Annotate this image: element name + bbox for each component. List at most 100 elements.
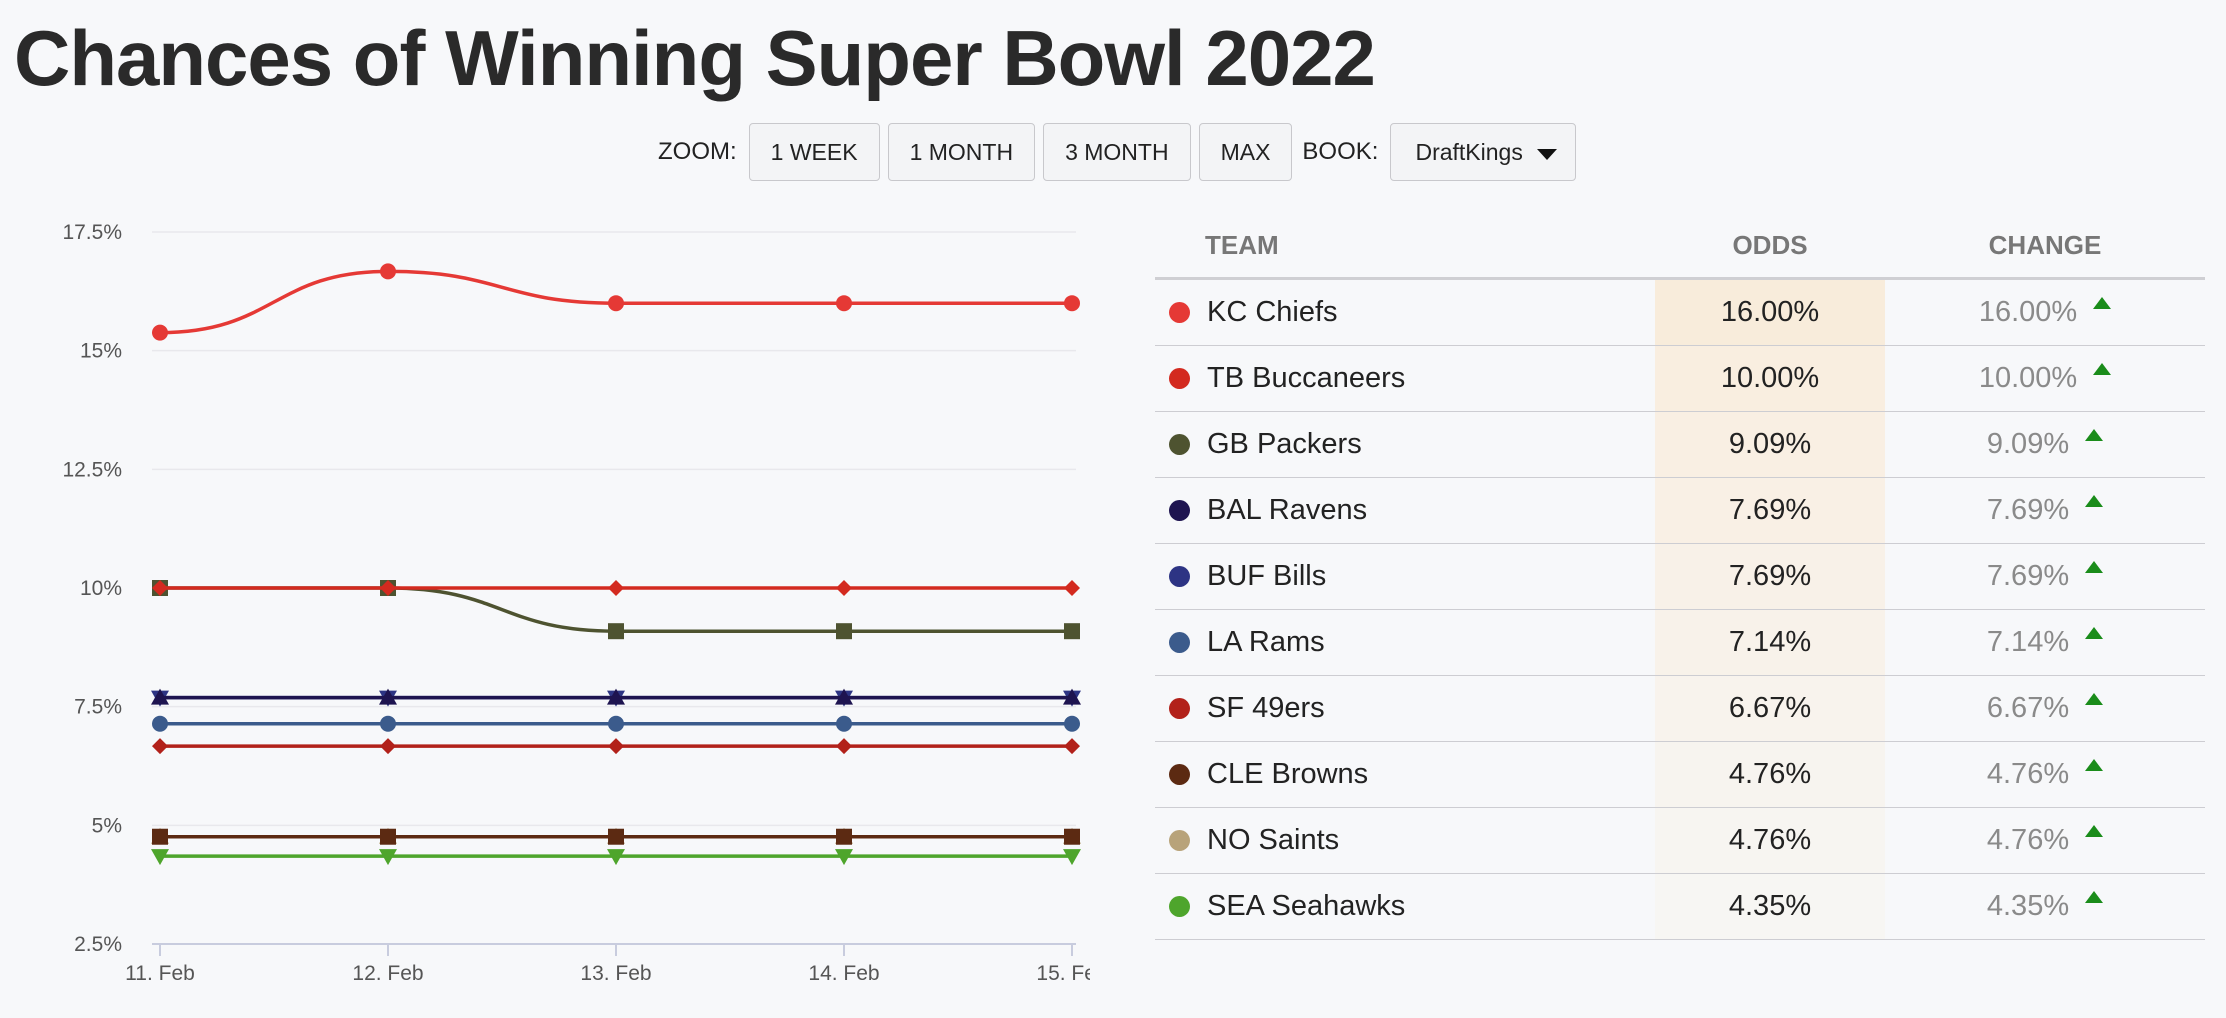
table-row[interactable]: CLE Browns 4.76% 4.76% (1155, 741, 2205, 808)
data-point-bal-ravens (835, 688, 853, 705)
zoom-3-month-button[interactable]: 3 MONTH (1043, 123, 1191, 181)
team-name: BAL Ravens (1207, 494, 1368, 526)
team-color-dot-icon (1169, 698, 1190, 719)
data-point-gb-packers (1064, 623, 1080, 640)
zoom-1-month-button[interactable]: 1 MONTH (887, 123, 1036, 181)
odds-cell: 9.09% (1655, 411, 1885, 478)
team-color-dot-icon (1169, 566, 1190, 587)
change-cell: 9.09% (1885, 411, 2205, 478)
team-name: LA Rams (1207, 626, 1325, 658)
up-arrow-icon (2085, 825, 2104, 837)
team-color-dot-icon (1169, 896, 1190, 917)
table-row[interactable]: NO Saints 4.76% 4.76% (1155, 807, 2205, 874)
team-color-dot-icon (1169, 434, 1190, 455)
data-point-bal-ravens (607, 688, 625, 705)
up-arrow-icon (2085, 693, 2104, 705)
change-cell: 4.76% (1885, 807, 2205, 874)
data-point-gb-packers (836, 623, 852, 640)
team-cell: NO Saints (1155, 807, 1655, 874)
change-value: 7.69% (1986, 494, 2070, 526)
data-point-cle-browns (380, 828, 396, 845)
change-value: 9.09% (1986, 428, 2070, 460)
x-tick-label: 12. Feb (352, 962, 423, 985)
data-point-cle-browns (1064, 828, 1080, 845)
data-point-tb-buccaneers (608, 580, 624, 596)
team-color-dot-icon (1169, 302, 1190, 323)
team-color-dot-icon (1169, 632, 1190, 653)
team-cell: BUF Bills (1155, 543, 1655, 610)
change-cell: 4.76% (1885, 741, 2205, 808)
team-cell: TB Buccaneers (1155, 345, 1655, 412)
table-row[interactable]: TB Buccaneers 10.00% 10.00% (1155, 345, 2205, 412)
team-color-dot-icon (1169, 764, 1190, 785)
odds-cell: 7.69% (1655, 543, 1885, 610)
table-row[interactable]: SEA Seahawks 4.35% 4.35% (1155, 873, 2205, 940)
book-select-value: DraftKings (1415, 138, 1523, 165)
change-value: 10.00% (1978, 362, 2078, 394)
data-point-sea-seahawks (151, 849, 169, 866)
odds-line-chart: 2.5% 5% 7.5% 10% 12.5% 15% 17.5% 11. Feb 12. Feb… (62, 221, 1090, 985)
data-point-bal-ravens (1063, 688, 1081, 705)
zoom-max-button[interactable]: MAX (1198, 123, 1293, 181)
caret-down-icon (1536, 148, 1557, 160)
team-color-dot-icon (1169, 368, 1190, 389)
y-tick-label: 15% (80, 340, 122, 363)
change-value: 7.14% (1986, 626, 2070, 658)
change-cell: 4.35% (1885, 873, 2205, 940)
table-row[interactable]: BAL Ravens 7.69% 7.69% (1155, 477, 2205, 544)
data-point-sea-seahawks (607, 849, 625, 866)
book-label: BOOK: (1302, 138, 1379, 165)
table-row[interactable]: SF 49ers 6.67% 6.67% (1155, 675, 2205, 742)
team-name: SF 49ers (1207, 692, 1325, 724)
data-point-kc-chiefs (608, 295, 624, 312)
data-point-sf-49ers (380, 738, 396, 755)
data-point-bal-ravens (379, 688, 397, 705)
data-point-kc-chiefs (380, 263, 396, 280)
change-value: 4.76% (1986, 824, 2070, 856)
y-tick-label: 12.5% (62, 458, 122, 481)
data-point-cle-browns (608, 828, 624, 845)
team-column-header[interactable]: TEAM (1155, 213, 1655, 280)
team-color-dot-icon (1169, 500, 1190, 521)
odds-column-header[interactable]: ODDS (1655, 213, 1885, 280)
team-name: BUF Bills (1207, 560, 1327, 592)
team-cell: SEA Seahawks (1155, 873, 1655, 940)
team-name: NO Saints (1207, 824, 1340, 856)
team-cell: KC Chiefs (1155, 278, 1655, 346)
up-arrow-icon (2093, 297, 2112, 309)
data-point-sf-49ers (152, 738, 168, 755)
team-name: GB Packers (1207, 428, 1362, 460)
zoom-1-week-button[interactable]: 1 WEEK (748, 123, 880, 181)
data-point-gb-packers (608, 623, 624, 640)
data-point-sea-seahawks (1063, 849, 1081, 866)
team-name: CLE Browns (1207, 758, 1369, 790)
up-arrow-icon (2085, 561, 2104, 573)
x-tick-label: 11. Feb (125, 962, 195, 985)
y-tick-label: 5% (92, 814, 122, 837)
team-cell: BAL Ravens (1155, 477, 1655, 544)
team-name: TB Buccaneers (1207, 362, 1406, 394)
data-point-bal-ravens (151, 688, 169, 705)
up-arrow-icon (2085, 495, 2104, 507)
odds-cell: 7.14% (1655, 609, 1885, 676)
team-name: KC Chiefs (1207, 296, 1338, 328)
table-row[interactable]: GB Packers 9.09% 9.09% (1155, 411, 2205, 478)
odds-cell: 4.76% (1655, 741, 1885, 808)
data-point-sf-49ers (1064, 738, 1080, 755)
page-title: Chances of Winning Super Bowl 2022 (14, 14, 1376, 102)
change-column-header[interactable]: CHANGE (1885, 213, 2205, 280)
data-point-la-rams (1064, 715, 1080, 732)
table-row[interactable]: LA Rams 7.14% 7.14% (1155, 609, 2205, 676)
table-row[interactable]: BUF Bills 7.69% 7.69% (1155, 543, 2205, 610)
change-value: 4.76% (1986, 758, 2070, 790)
change-cell: 16.00% (1885, 278, 2205, 346)
team-cell: SF 49ers (1155, 675, 1655, 742)
data-point-la-rams (836, 715, 852, 732)
data-point-la-rams (380, 715, 396, 732)
x-tick-label: 13. Feb (580, 962, 651, 985)
table-row[interactable]: KC Chiefs 16.00% 16.00% (1155, 278, 2205, 346)
up-arrow-icon (2093, 363, 2112, 375)
change-cell: 7.14% (1885, 609, 2205, 676)
book-select[interactable]: DraftKings (1390, 123, 1576, 181)
data-point-tb-buccaneers (380, 580, 396, 596)
